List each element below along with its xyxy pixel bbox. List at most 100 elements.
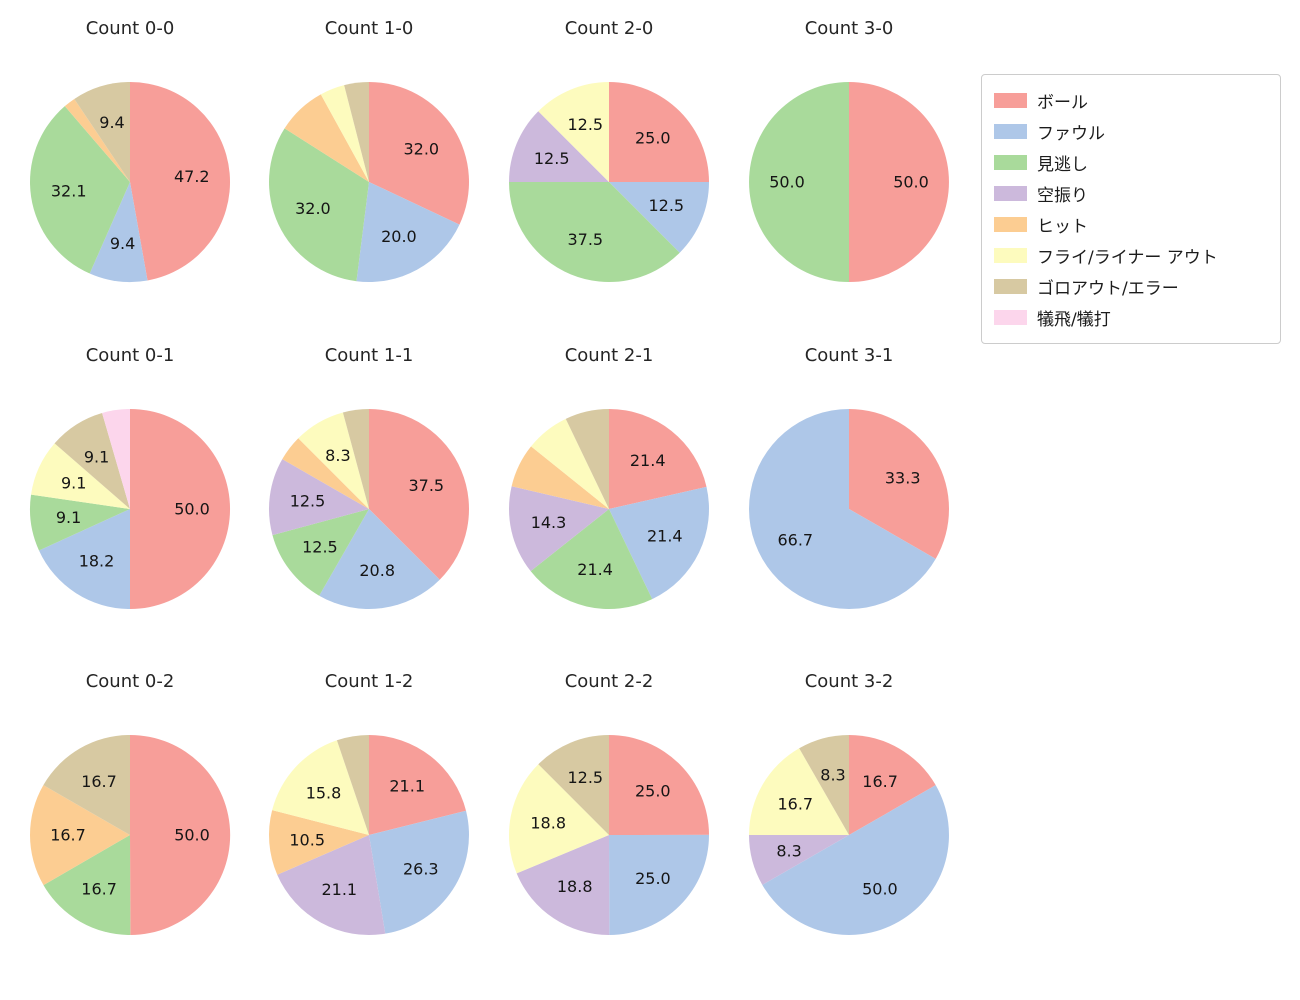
pie-slice [284,94,369,182]
slice-label: 20.0 [381,227,417,246]
pie-slice [369,82,469,225]
legend-swatch-icon [994,217,1027,232]
pie-slice [74,82,130,182]
slice-label: 18.8 [530,813,566,832]
pie-slice [749,835,849,885]
pie-slice [531,418,609,509]
chart-count-3-0: Count 3-0 50.0 50.0 [729,14,969,292]
legend-item: ゴロアウト/エラー [994,271,1268,302]
pie-slice [749,82,849,282]
pie-slice [38,509,130,609]
slice-label: 25.0 [635,782,671,801]
pie-slice [538,735,609,835]
pie-slice [64,98,130,182]
pie-slice [799,735,849,835]
pie-slice [369,409,469,580]
legend-label: 犠飛/犠打 [1037,310,1111,330]
pie-slice [30,106,131,274]
pie-slice [277,835,386,936]
chart-title: Count 1-0 [324,18,414,39]
slice-label: 21.1 [321,880,357,899]
chart-title: Count 0-0 [85,18,175,39]
pie-slice [30,785,130,886]
pie-slice [609,409,707,509]
pie-slice [849,735,936,835]
slice-label: 12.5 [567,115,603,134]
pie-slice [89,182,148,283]
pie-slice [508,764,609,874]
legend-item: 空振り [994,178,1268,209]
pie-slice [342,409,369,509]
legend-label: ゴロアウト/エラー [1037,279,1179,299]
slice-label: 26.3 [403,860,439,879]
slice-label: 9.4 [110,234,135,253]
chart-count-1-2: Count 1-2 21.1 26.3 21.1 10.5 15.8 [249,667,489,945]
pie-slice [130,409,231,609]
slice-label: 37.5 [408,476,444,495]
legend-label: 空振り [1037,186,1088,206]
slice-label: 50.0 [893,173,929,192]
chart-title: Count 1-1 [324,345,414,366]
pie-slice [31,443,130,509]
legend-swatch-icon [994,124,1027,139]
pie-slice [356,182,460,282]
pie-slice [609,82,709,182]
legend-swatch-icon [994,310,1027,325]
chart-count-3-1: Count 3-1 33.3 66.7 [729,341,969,619]
slice-label: 12.5 [290,492,326,511]
slice-label: 66.7 [777,531,813,550]
pie-chart: 21.4 21.4 21.4 14.3 [509,409,709,609]
pie-slice [43,735,130,835]
pie-slice [130,82,231,281]
slice-label: 33.3 [885,468,921,487]
pie-slice [609,735,709,835]
slice-label: 37.5 [567,230,603,249]
pie-slice [849,82,949,282]
slice-label: 21.4 [577,560,613,579]
pie-chart: 50.0 18.2 9.1 9.1 9.1 [29,409,231,609]
slice-label: 8.3 [325,446,350,465]
chart-count-2-2: Count 2-2 25.0 25.0 18.8 18.8 12.5 [489,667,729,945]
chart-title: Count 2-0 [564,18,654,39]
chart-count-2-1: Count 2-1 21.4 21.4 21.4 14.3 [489,341,729,619]
slice-label: 9.1 [56,508,81,527]
legend-item: ボール [994,85,1268,116]
pie-slice [538,82,609,182]
slice-label: 21.1 [389,777,425,796]
chart-count-0-1: Count 0-1 50.0 18.2 9.1 9.1 9.1 [10,341,250,619]
pie-slice [268,810,369,875]
slice-label: 32.0 [295,199,331,218]
slice-label: 21.4 [630,451,666,470]
chart-title: Count 1-2 [324,671,414,692]
slice-label: 16.7 [81,772,117,791]
pie-slice [272,509,369,596]
slice-label: 18.2 [79,552,115,571]
legend-swatch-icon [994,279,1027,294]
pie-slice [29,494,130,551]
slice-label: 50.0 [862,879,898,898]
slice-label: 12.5 [302,537,338,556]
pie-chart: 37.5 20.8 12.5 12.5 8.3 [268,409,469,610]
pie-chart: 47.2 9.4 32.1 9.4 [30,82,231,283]
legend-label: ファウル [1037,124,1105,144]
pie-chart: 33.3 66.7 [749,409,950,609]
slice-label: 21.4 [647,527,683,546]
legend-swatch-icon [994,93,1027,108]
pie-slice [320,85,369,182]
slice-label: 16.7 [81,879,117,898]
pie-slice [102,409,130,509]
slice-label: 20.8 [359,561,395,580]
legend-label: ボール [1037,93,1088,113]
pie-chart: 25.0 25.0 18.8 18.8 12.5 [508,735,710,936]
slice-label: 12.5 [534,149,570,168]
pie-slice [849,409,950,559]
pie-slice [369,810,469,934]
slice-label: 8.3 [776,842,801,861]
slice-label: 25.0 [635,869,671,888]
legend-item: 見逃し [994,147,1268,178]
chart-count-1-0: Count 1-0 32.0 20.0 32.0 [249,14,489,292]
pie-slice [268,459,369,536]
pie-chart: 32.0 20.0 32.0 [269,82,469,282]
legend: ボール ファウル 見逃し 空振り ヒット フライ/ライナー アウト ゴロアウト/エラー 犠飛/… [981,74,1281,344]
